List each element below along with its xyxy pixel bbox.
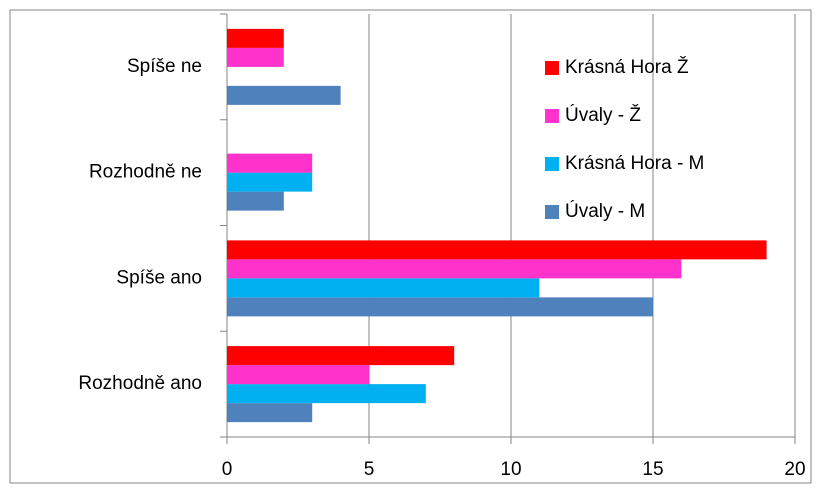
bar <box>227 153 313 173</box>
bar <box>227 240 767 260</box>
bar <box>227 47 284 67</box>
legend-label: Krásná Hora - M <box>565 153 704 174</box>
legend-label: Úvaly - Ž <box>565 104 641 126</box>
legend-swatch <box>545 205 559 219</box>
legend-swatch <box>545 109 559 123</box>
bar <box>227 278 540 298</box>
bar <box>227 346 455 366</box>
legend-swatch <box>545 61 559 75</box>
legend-label: Krásná Hora Ž <box>565 56 689 78</box>
y-tick-label: Rozhodně ano <box>78 373 202 394</box>
bar <box>227 191 284 211</box>
x-tick-label: 15 <box>642 459 663 480</box>
bar <box>227 403 313 423</box>
bar <box>227 365 369 385</box>
x-tick-label: 10 <box>500 459 521 480</box>
y-tick-label: Rozhodně ne <box>89 162 202 183</box>
x-tick-label: 20 <box>784 459 805 480</box>
x-tick-label: 5 <box>364 459 375 480</box>
bar <box>227 28 284 48</box>
legend-swatch <box>545 157 559 171</box>
bar <box>227 172 313 192</box>
x-tick-label: 0 <box>222 459 233 480</box>
bar <box>227 384 426 404</box>
y-tick-label: Spíše ano <box>116 267 202 288</box>
bar <box>227 259 682 279</box>
legend-label: Úvaly - M <box>565 200 645 222</box>
bar <box>227 85 341 105</box>
y-tick-label: Spíše ne <box>127 56 202 77</box>
bar <box>227 297 653 317</box>
